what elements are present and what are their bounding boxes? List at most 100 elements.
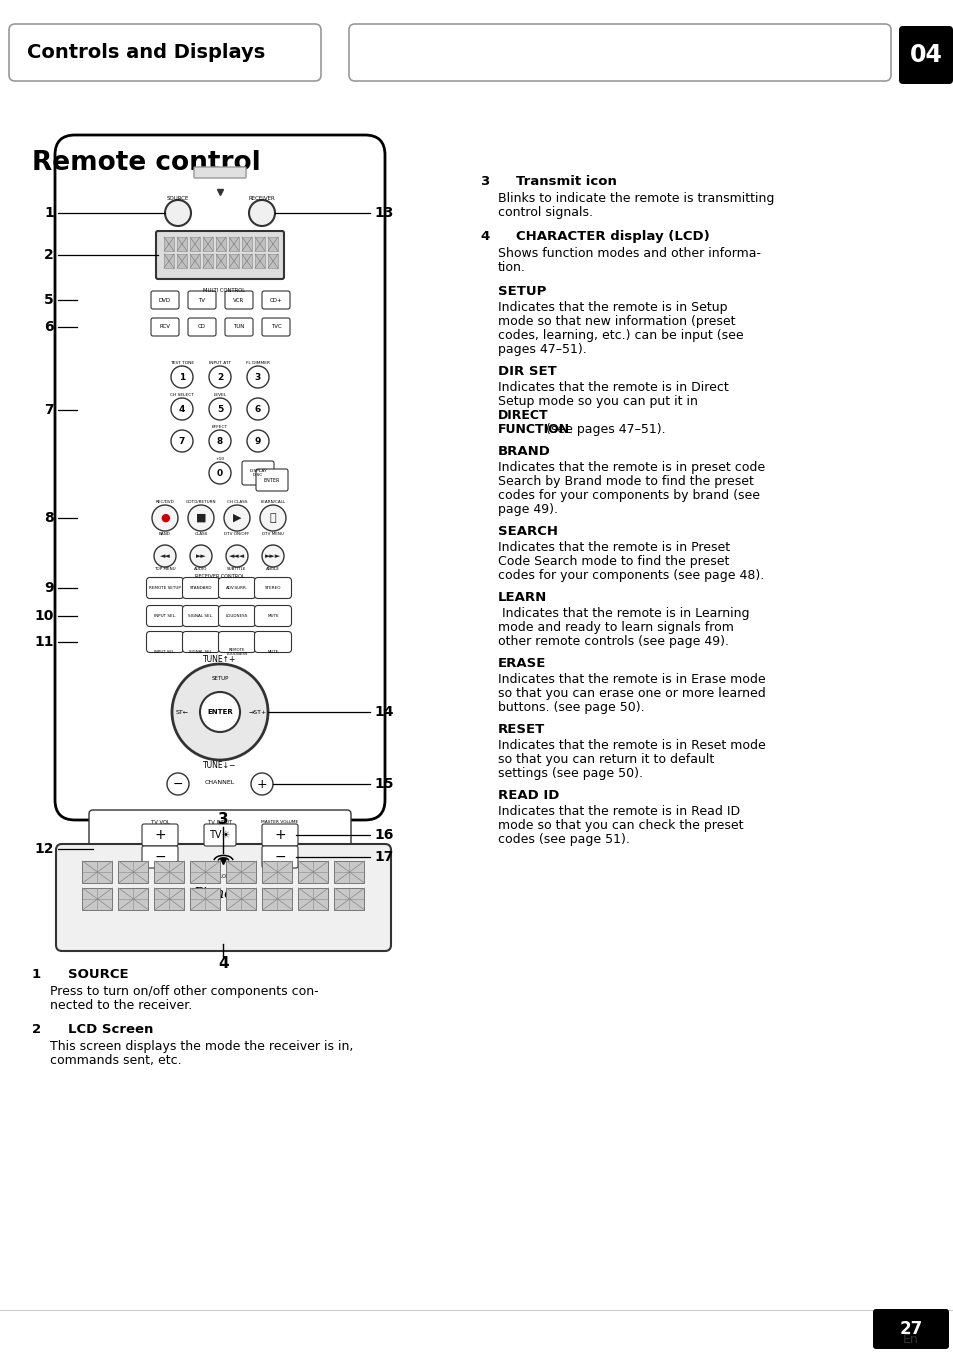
Bar: [262, 861, 293, 883]
Text: TUN: TUN: [233, 324, 244, 330]
Text: 15: 15: [374, 777, 393, 791]
Text: ►►: ►►: [195, 553, 206, 558]
Text: 6: 6: [45, 320, 54, 334]
Bar: [254, 254, 265, 268]
Text: +: +: [256, 777, 267, 791]
Text: Blinks to indicate the remote is transmitting: Blinks to indicate the remote is transmi…: [497, 192, 774, 206]
Circle shape: [209, 366, 231, 388]
Text: MUTE: MUTE: [267, 650, 278, 654]
Text: ERASE: ERASE: [497, 657, 546, 671]
Text: Setup mode so you can put it in: Setup mode so you can put it in: [497, 395, 701, 408]
Text: SOURCE: SOURCE: [167, 196, 189, 200]
Bar: [118, 888, 149, 910]
Text: 3: 3: [218, 813, 229, 827]
Text: codes, learning, etc.) can be input (see: codes, learning, etc.) can be input (see: [497, 329, 742, 342]
FancyBboxPatch shape: [898, 26, 952, 84]
FancyBboxPatch shape: [254, 606, 292, 626]
Text: ◄◄◄: ◄◄◄: [229, 553, 245, 558]
Text: 7: 7: [45, 403, 54, 416]
Text: +: +: [154, 827, 166, 842]
Text: DISPLAY
DISC: DISPLAY DISC: [249, 469, 267, 477]
Bar: [254, 237, 265, 251]
Text: DVD: DVD: [159, 297, 171, 303]
Circle shape: [209, 397, 231, 420]
Text: LCD Screen: LCD Screen: [68, 1023, 153, 1036]
Text: 8: 8: [216, 437, 223, 446]
Text: DIRECT: DIRECT: [497, 410, 548, 422]
Text: Shows function modes and other informa-: Shows function modes and other informa-: [497, 247, 760, 260]
Text: TV CONTROL: TV CONTROL: [194, 875, 230, 880]
Text: +: +: [274, 827, 286, 842]
Text: 5: 5: [44, 293, 54, 307]
Circle shape: [249, 200, 274, 226]
Text: mode so that new information (preset: mode so that new information (preset: [497, 315, 735, 329]
Text: Indicates that the remote is in Setup: Indicates that the remote is in Setup: [497, 301, 727, 314]
Text: 2: 2: [32, 1023, 41, 1036]
Circle shape: [209, 430, 231, 452]
FancyBboxPatch shape: [204, 823, 235, 846]
FancyBboxPatch shape: [218, 631, 255, 653]
Text: SEARCH: SEARCH: [497, 525, 558, 538]
Text: This screen displays the mode the receiver is in,: This screen displays the mode the receiv…: [50, 1040, 353, 1053]
FancyBboxPatch shape: [262, 846, 297, 868]
Text: REMOTE SETUP: REMOTE SETUP: [149, 585, 181, 589]
Text: Press to turn on/off other components con-: Press to turn on/off other components co…: [50, 986, 318, 998]
FancyBboxPatch shape: [147, 631, 183, 653]
Bar: [82, 861, 112, 883]
Bar: [268, 237, 277, 251]
Text: DTV ON/OFF: DTV ON/OFF: [224, 531, 250, 535]
Text: mode so that you can check the preset: mode so that you can check the preset: [497, 819, 742, 831]
Text: SOURCE: SOURCE: [68, 968, 129, 982]
Text: 1: 1: [32, 968, 41, 982]
Text: tion.: tion.: [497, 261, 525, 274]
Bar: [203, 237, 213, 251]
Text: ►►►: ►►►: [265, 553, 281, 558]
Text: 16: 16: [374, 827, 393, 842]
Text: TUNE↓−: TUNE↓−: [203, 761, 236, 771]
Text: Code Search mode to find the preset: Code Search mode to find the preset: [497, 556, 729, 568]
FancyBboxPatch shape: [262, 318, 290, 337]
Text: ADV.SURR.: ADV.SURR.: [226, 585, 248, 589]
Text: 9: 9: [45, 581, 54, 595]
Text: CH CLASS: CH CLASS: [227, 500, 247, 504]
FancyBboxPatch shape: [254, 577, 292, 599]
Text: LOUDNESS: LOUDNESS: [226, 614, 248, 618]
Circle shape: [247, 366, 269, 388]
Circle shape: [165, 200, 191, 226]
Text: 2: 2: [44, 247, 54, 262]
Circle shape: [247, 397, 269, 420]
Text: DTV MENU: DTV MENU: [262, 531, 284, 535]
Text: FUNCTION: FUNCTION: [497, 423, 570, 435]
Bar: [177, 237, 187, 251]
Text: Indicates that the remote is in Erase mode: Indicates that the remote is in Erase mo…: [497, 673, 765, 685]
Text: 13: 13: [374, 206, 393, 220]
Text: 3: 3: [479, 174, 489, 188]
Bar: [177, 254, 187, 268]
Bar: [154, 861, 184, 883]
Text: SETUP: SETUP: [212, 676, 229, 681]
FancyBboxPatch shape: [9, 24, 320, 81]
Text: READ ID: READ ID: [497, 790, 558, 802]
Text: TV: TV: [198, 297, 205, 303]
Text: +10: +10: [215, 457, 224, 461]
Text: commands sent, etc.: commands sent, etc.: [50, 1055, 181, 1067]
Circle shape: [171, 366, 193, 388]
FancyBboxPatch shape: [147, 606, 183, 626]
Text: so that you can erase one or more learned: so that you can erase one or more learne…: [497, 687, 765, 700]
FancyBboxPatch shape: [188, 318, 215, 337]
FancyBboxPatch shape: [182, 577, 219, 599]
Text: 9: 9: [254, 437, 261, 446]
Text: MULTI CONTROL: MULTI CONTROL: [203, 288, 245, 293]
Text: (see pages 47–51).: (see pages 47–51).: [541, 423, 665, 435]
FancyBboxPatch shape: [182, 606, 219, 626]
Text: TV VOL: TV VOL: [151, 819, 170, 825]
Text: RECEIVER CONTROL: RECEIVER CONTROL: [195, 575, 245, 580]
Text: RCV: RCV: [159, 324, 171, 330]
Text: MASTER VOLUME: MASTER VOLUME: [261, 821, 298, 823]
FancyBboxPatch shape: [188, 291, 215, 310]
Bar: [82, 888, 112, 910]
Text: SIGNAL SEL.: SIGNAL SEL.: [189, 614, 213, 618]
Bar: [118, 861, 149, 883]
Text: ●: ●: [160, 512, 170, 523]
Text: page 49).: page 49).: [497, 503, 558, 516]
